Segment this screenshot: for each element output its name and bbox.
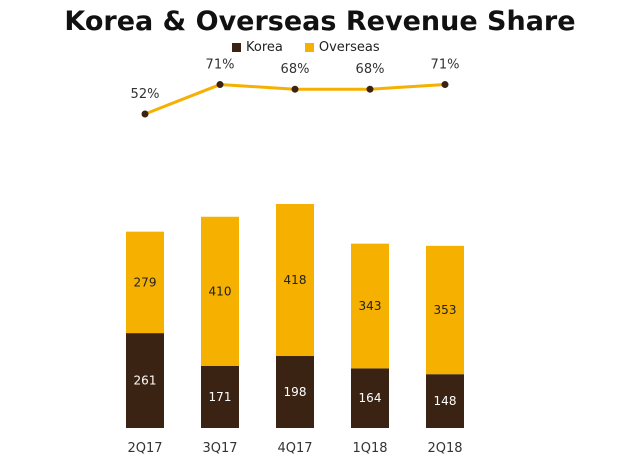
line-point-1q18 [366,85,374,93]
legend: Korea Overseas [232,40,380,55]
bar-korea-2q18 [426,374,464,428]
line-point-2q18 [441,81,449,89]
line-point-2q17 [141,110,149,118]
x-tick-label-2q18: 2Q18 [427,441,462,456]
bar-label-overseas-2q17: 279 [134,275,157,289]
bar-label-korea-2q17: 261 [134,374,157,388]
line-point-3q17 [216,81,224,89]
line-label-3q17: 71% [206,58,235,73]
bar-overseas-3q17 [201,216,239,366]
bar-label-korea-1q18: 164 [359,391,382,405]
bar-label-korea-4q17: 198 [284,385,307,399]
bar-overseas-4q17 [276,204,314,357]
legend-swatch-overseas [304,43,314,52]
line-point-4q17 [291,85,299,93]
bar-overseas-1q18 [351,243,389,369]
bar-overseas-2q18 [426,245,464,375]
legend-swatch-korea [232,43,241,52]
legend-label-korea: Korea [246,40,283,55]
line-label-1q18: 68% [356,62,385,77]
bar-overseas-2q17 [126,231,164,334]
x-tick-label-3q17: 3Q17 [202,441,237,456]
bar-label-overseas-3q17: 410 [209,284,232,298]
x-tick-label-2q17: 2Q17 [127,441,162,456]
line-label-2q17: 52% [131,87,160,102]
bar-korea-4q17 [276,356,314,428]
bar-label-korea-2q18: 148 [434,394,457,408]
bar-korea-2q17 [126,333,164,428]
legend-label-overseas: Overseas [318,40,380,55]
bar-korea-1q18 [351,368,389,428]
bar-label-overseas-4q17: 418 [284,273,307,287]
bar-label-overseas-1q18: 343 [359,299,382,313]
bar-korea-3q17 [201,365,239,428]
x-tick-label-4q17: 4Q17 [277,441,312,456]
x-tick-label-1q18: 1Q18 [352,441,387,456]
chart-title: Korea & Overseas Revenue Share [64,6,576,37]
line-label-4q17: 68% [281,62,310,77]
legend-item-overseas: Overseas [304,40,380,55]
bar-label-korea-3q17: 171 [209,390,232,404]
bar-label-overseas-2q18: 353 [434,303,457,317]
legend-item-korea: Korea [232,40,283,55]
line-label-2q18: 71% [431,58,460,73]
